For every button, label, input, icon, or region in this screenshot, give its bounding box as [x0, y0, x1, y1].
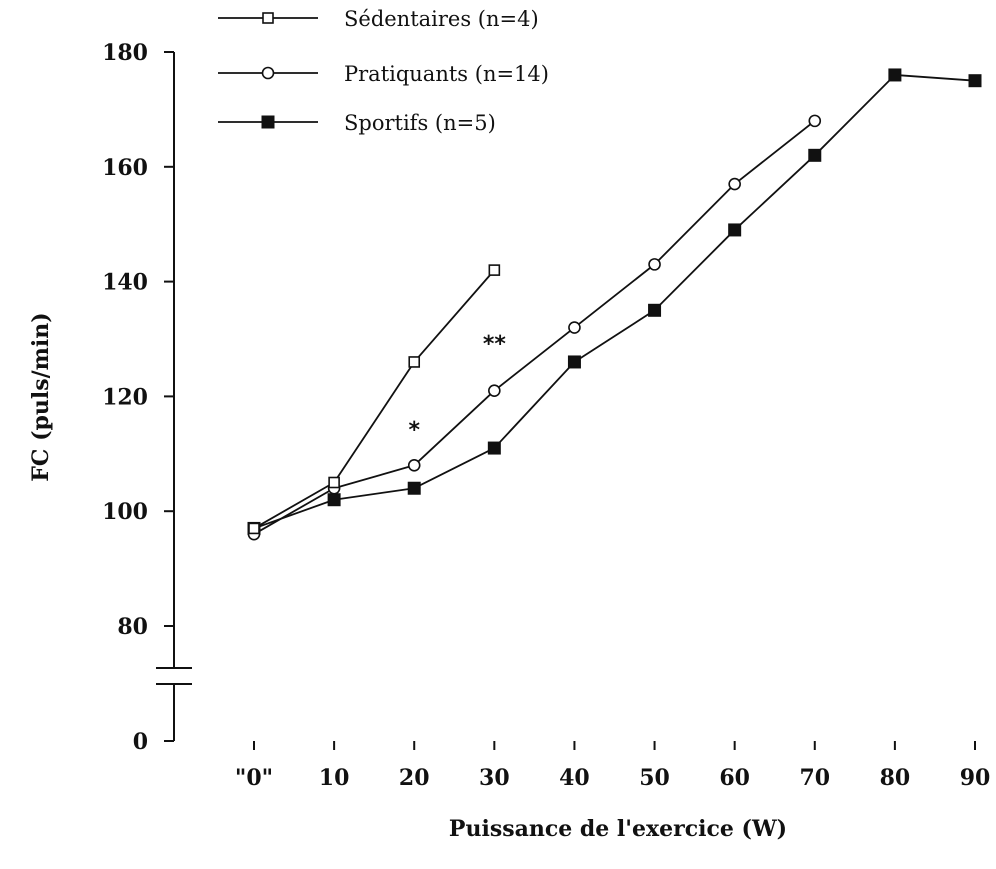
annotations: *** [408, 332, 506, 443]
x-tick-label: 90 [960, 765, 991, 791]
series-line [253, 120, 816, 535]
point-open-square [248, 522, 260, 535]
x-tick-label: 40 [559, 765, 590, 791]
point-filled-square [808, 148, 822, 162]
point-open-circle [568, 321, 581, 334]
y-tick-label: 120 [102, 384, 148, 410]
legend-label: Pratiquants (n=14) [344, 62, 549, 86]
point-open-square [408, 356, 421, 368]
legend-label: Sédentaires (n=4) [344, 7, 539, 31]
x-tick-label: "0" [235, 765, 273, 791]
y-tick-label: 100 [102, 499, 148, 525]
point-filled-square [407, 481, 421, 495]
legend: Sédentaires (n=4) Pratiquants (n=14) Sport… [218, 7, 549, 135]
x-tick-label: 30 [479, 765, 510, 791]
y-tick-label: 140 [102, 270, 148, 296]
point-filled-square [968, 74, 982, 88]
x-axis-title: Puissance de l'exercice (W) [449, 816, 787, 842]
point-filled-square [327, 493, 341, 507]
y-tick-label: 180 [102, 40, 148, 66]
x-tick-label: 80 [880, 765, 911, 791]
significance-marker: * [408, 418, 420, 443]
x-tick-label: 10 [319, 765, 350, 791]
series-line [253, 269, 496, 530]
y-tick-label: 0 [133, 729, 148, 755]
point-open-circle [728, 177, 741, 191]
point-open-square [488, 264, 501, 276]
series-markers [247, 68, 982, 541]
y-tick-label: 160 [102, 155, 148, 181]
point-filled-square [261, 115, 275, 129]
point-filled-square [728, 223, 742, 237]
point-filled-square [648, 303, 662, 317]
point-open-circle [808, 114, 822, 128]
x-tick-label: 60 [719, 765, 750, 791]
series-lines [253, 74, 976, 535]
point-open-square [328, 476, 340, 489]
point-filled-square [567, 355, 581, 369]
point-filled-square [888, 68, 902, 82]
legend-label: Sportifs (n=5) [344, 111, 496, 135]
significance-marker: ** [483, 332, 507, 357]
x-tick-label: 50 [639, 765, 670, 791]
point-open-circle [407, 458, 421, 472]
point-open-square [262, 12, 274, 24]
point-open-circle [261, 66, 275, 80]
series-line [253, 74, 976, 530]
x-tick-label: 20 [399, 765, 430, 791]
y-tick-label: 80 [117, 614, 148, 640]
x-tick-label: 70 [799, 765, 830, 791]
point-filled-square [487, 441, 501, 455]
axes: 180 160 140 120 100 80 0 "0" 10 20 30 40 50 60 70 80 90 [102, 40, 990, 791]
point-open-circle [488, 384, 501, 397]
y-axis-title: FC (puls/min) [28, 312, 54, 481]
point-open-circle [648, 258, 661, 271]
